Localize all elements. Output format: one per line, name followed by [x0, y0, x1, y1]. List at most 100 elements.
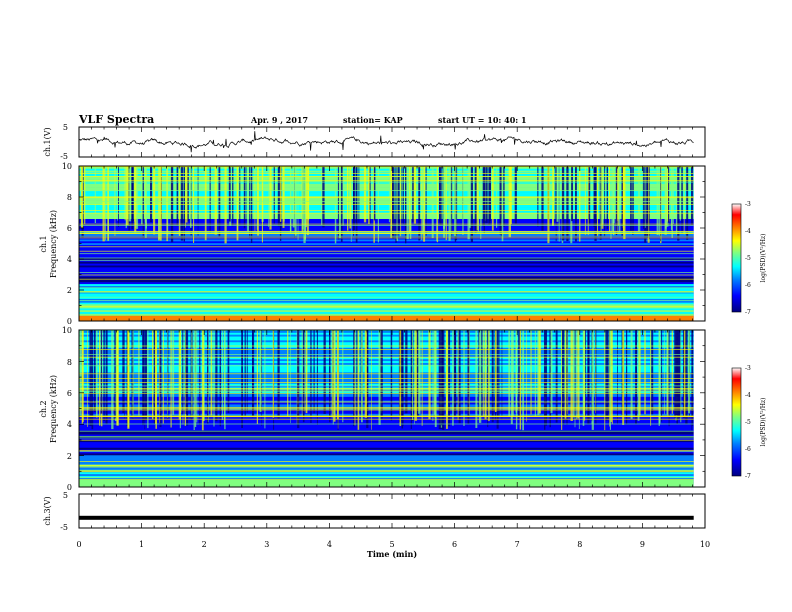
x-tick-label: 1 [139, 540, 144, 549]
spectrogram-streak [552, 166, 554, 226]
spectrogram-band [79, 439, 694, 443]
spectrogram-streak [436, 166, 437, 242]
ch1-freq-tick-8: 8 [67, 193, 72, 202]
ch1-colorbar [731, 203, 742, 313]
spectrogram-band [79, 194, 694, 197]
spectrogram-streak [302, 330, 305, 423]
spectrogram-band [79, 404, 694, 407]
spectrogram-streak [571, 166, 573, 222]
spectrogram-band [79, 436, 694, 439]
spectrogram-streak [683, 166, 685, 235]
x-axis-label: Time (min) [367, 549, 417, 559]
spectrogram-line [79, 470, 694, 472]
spectrogram-streak [114, 166, 116, 236]
spectrogram-band [79, 311, 694, 314]
spectrogram-streak [416, 330, 419, 417]
spectrogram-streak [439, 166, 441, 222]
spectrogram-streak [105, 166, 106, 241]
ch1-spectrogram-ylabel-channel: ch.1 [39, 235, 48, 252]
spectrogram-streak [273, 166, 275, 225]
spectrogram-streak [337, 330, 339, 420]
spectrogram-streak [638, 330, 641, 416]
ch1-ytick-bottom: -5 [60, 152, 68, 161]
spectrogram-band [79, 428, 694, 431]
spectrogram-streak [264, 330, 266, 429]
ch2-spectrogram-image [79, 330, 705, 487]
spectrogram-line [79, 382, 694, 383]
spectrogram-streak [519, 330, 522, 430]
ch3-waveform-panel: 5 -5 ch.3(V) [43, 491, 706, 532]
spectrogram-streak [550, 330, 553, 414]
spectrogram-streak [691, 330, 694, 426]
spectrogram-streak [245, 166, 247, 222]
spectrogram-streak [99, 330, 101, 426]
spectrogram-band [79, 377, 694, 380]
spectrogram-streak [401, 330, 404, 426]
spectrogram-band [79, 241, 694, 244]
ch1-freq-tick-4: 4 [67, 255, 72, 264]
spectrogram-streak [361, 330, 363, 423]
spectrogram-line [79, 389, 694, 391]
spectrogram-streak [444, 166, 446, 227]
spectrogram-band [79, 294, 694, 298]
spectrogram-streak [544, 330, 547, 426]
spectrogram-band [79, 340, 694, 343]
spectrogram-streak [356, 330, 358, 426]
spectrogram-streak [675, 330, 678, 416]
spectrogram-streak [392, 166, 395, 239]
spectrogram-band [79, 270, 694, 273]
spectrogram-streak [203, 330, 205, 421]
spectrogram-streak [124, 330, 125, 419]
spectrogram-streak [241, 330, 243, 428]
spectrogram-band [79, 426, 694, 429]
spectrogram-line [79, 450, 694, 451]
spectrogram-streak [607, 330, 609, 420]
spectrogram-streak [340, 166, 343, 242]
spectrogram-band [79, 417, 694, 420]
spectrogram-streak [207, 330, 209, 424]
spectrogram-band [79, 462, 694, 465]
spectrogram-band [79, 471, 694, 475]
spectrogram-streak [350, 166, 352, 242]
spectrogram-streak [224, 330, 226, 430]
spectrogram-band [79, 424, 694, 428]
spectrogram-band [79, 413, 694, 416]
spectrogram-streak [485, 166, 488, 224]
spectrogram-streak [514, 166, 517, 224]
x-tick-label: 8 [577, 540, 582, 549]
spectrogram-band [79, 357, 694, 360]
spectrogram-streak [482, 166, 484, 226]
ch1-spectrogram-image [79, 166, 705, 321]
spectrogram-streak [431, 166, 434, 239]
spectrogram-streak [597, 166, 598, 236]
x-tick-label: 5 [389, 540, 394, 549]
spectrogram-streak [467, 330, 470, 425]
spectrogram-streak [409, 166, 412, 239]
spectrogram-streak [153, 166, 156, 235]
spectrogram-streak [423, 166, 426, 242]
spectrogram-streak [91, 330, 94, 430]
spectrogram-streak [138, 330, 140, 416]
spectrogram-streak [530, 330, 532, 415]
spectrogram-band [79, 360, 694, 363]
spectrogram-streak [127, 330, 130, 429]
spectrogram-streak [297, 166, 299, 240]
spectrogram-band [79, 453, 694, 456]
spectrogram-line [79, 181, 694, 183]
spectrogram-band [79, 175, 694, 179]
spectrogram-line [79, 201, 694, 202]
spectrogram-band [79, 216, 694, 219]
spectrogram-band [79, 373, 694, 377]
ch1-ytick-top: 5 [63, 123, 68, 132]
spectrogram-streak [585, 330, 586, 417]
spectrogram-band [79, 187, 694, 190]
spectrogram-band [79, 451, 694, 454]
x-tick-label: 6 [452, 540, 457, 549]
spectrogram-band [79, 309, 694, 312]
ch3-ytick-bottom: -5 [60, 523, 68, 532]
spectrogram-band [79, 246, 694, 249]
spectrogram-streak [623, 166, 626, 240]
spectrogram-line [79, 430, 694, 432]
spectrogram-streak [187, 166, 189, 222]
spectrogram-streak [366, 330, 368, 419]
